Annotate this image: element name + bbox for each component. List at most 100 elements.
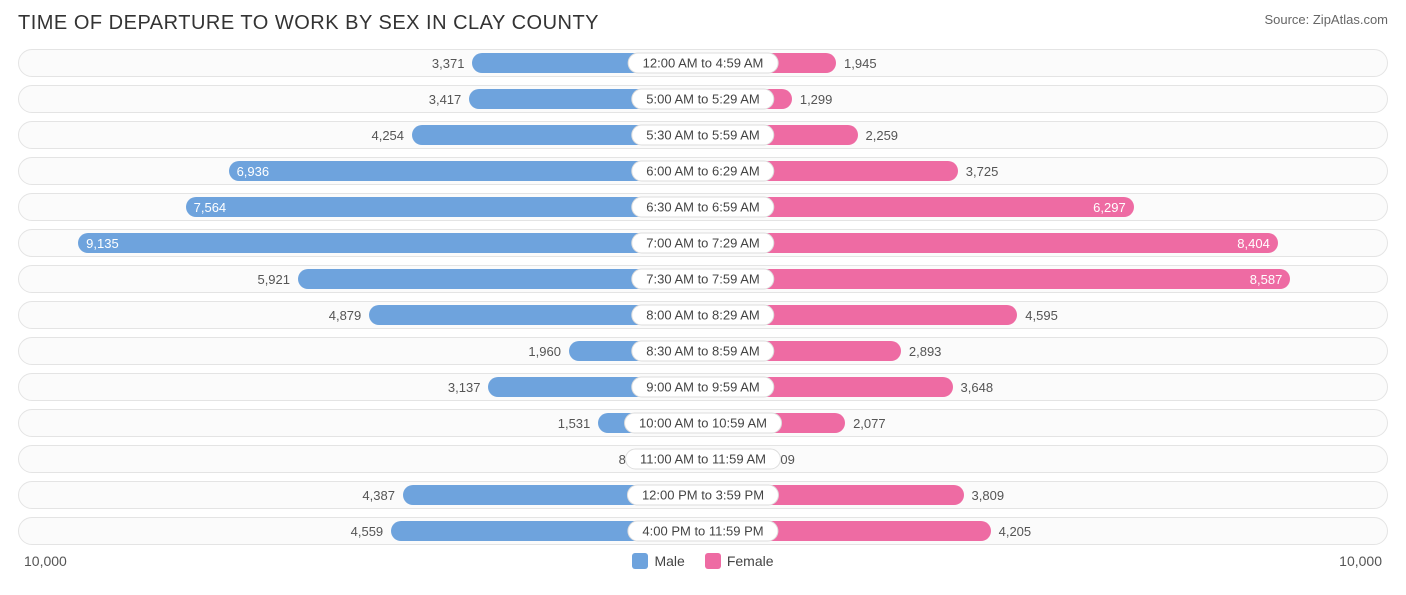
- female-half: 4,205: [703, 518, 1387, 544]
- category-label: 6:30 AM to 6:59 AM: [631, 197, 774, 218]
- female-half: 6,297: [703, 194, 1387, 220]
- legend-item: Female: [705, 553, 774, 569]
- chart-row: 3,417 1,299 5:00 AM to 5:29 AM: [18, 85, 1388, 113]
- male-value-label: 3,417: [429, 92, 462, 107]
- female-value-label: 2,077: [853, 416, 886, 431]
- category-label: 9:00 AM to 9:59 AM: [631, 377, 774, 398]
- chart-footer: 10,000 Male Female 10,000: [18, 553, 1388, 569]
- category-label: 8:30 AM to 8:59 AM: [631, 341, 774, 362]
- female-half: 2,893: [703, 338, 1387, 364]
- female-half: 1,945: [703, 50, 1387, 76]
- legend-label: Female: [727, 553, 774, 569]
- female-value-label: 4,205: [999, 524, 1032, 539]
- male-half: 5,921: [19, 266, 703, 292]
- female-value-label: 3,809: [972, 488, 1005, 503]
- male-value-label: 3,137: [448, 380, 481, 395]
- female-half: 2,259: [703, 122, 1387, 148]
- female-value-label: 8,587: [1250, 272, 1283, 287]
- male-half: 7,564: [19, 194, 703, 220]
- female-half: 3,648: [703, 374, 1387, 400]
- source-attribution: Source: ZipAtlas.com: [1264, 12, 1388, 27]
- category-label: 12:00 AM to 4:59 AM: [628, 53, 779, 74]
- female-half: 2,077: [703, 410, 1387, 436]
- male-half: 4,254: [19, 122, 703, 148]
- chart-row: 3,371 1,945 12:00 AM to 4:59 AM: [18, 49, 1388, 77]
- female-half: 909: [703, 446, 1387, 472]
- female-half: 4,595: [703, 302, 1387, 328]
- female-bar: 8,404: [703, 233, 1278, 253]
- male-half: 3,417: [19, 86, 703, 112]
- legend-swatch: [705, 553, 721, 569]
- category-label: 12:00 PM to 3:59 PM: [627, 485, 779, 506]
- female-half: 1,299: [703, 86, 1387, 112]
- female-value-label: 2,259: [866, 128, 899, 143]
- male-half: 4,879: [19, 302, 703, 328]
- chart-row: 7,564 6,297 6:30 AM to 6:59 AM: [18, 193, 1388, 221]
- chart-row: 1,960 2,893 8:30 AM to 8:59 AM: [18, 337, 1388, 365]
- male-value-label: 4,879: [329, 308, 362, 323]
- axis-max-left: 10,000: [24, 553, 67, 569]
- chart-row: 80090911:00 AM to 11:59 AM: [18, 445, 1388, 473]
- chart-title: TIME OF DEPARTURE TO WORK BY SEX IN CLAY…: [18, 12, 599, 35]
- legend-label: Male: [654, 553, 684, 569]
- axis-max-right: 10,000: [1339, 553, 1382, 569]
- male-half: 4,387: [19, 482, 703, 508]
- category-label: 7:00 AM to 7:29 AM: [631, 233, 774, 254]
- legend-swatch: [632, 553, 648, 569]
- male-half: 1,531: [19, 410, 703, 436]
- male-value-label: 7,564: [194, 200, 227, 215]
- female-value-label: 1,945: [844, 56, 877, 71]
- male-value-label: 1,531: [558, 416, 591, 431]
- female-value-label: 3,648: [961, 380, 994, 395]
- male-value-label: 9,135: [86, 236, 119, 251]
- male-bar: 9,135: [78, 233, 703, 253]
- category-label: 11:00 AM to 11:59 AM: [625, 449, 781, 470]
- female-bar: 8,587: [703, 269, 1290, 289]
- chart-row: 3,137 3,648 9:00 AM to 9:59 AM: [18, 373, 1388, 401]
- male-half: 1,960: [19, 338, 703, 364]
- male-value-label: 4,559: [351, 524, 384, 539]
- category-label: 7:30 AM to 7:59 AM: [631, 269, 774, 290]
- chart-row: 4,254 2,259 5:30 AM to 5:59 AM: [18, 121, 1388, 149]
- header: TIME OF DEPARTURE TO WORK BY SEX IN CLAY…: [18, 12, 1388, 35]
- legend: Male Female: [632, 553, 773, 569]
- male-half: 3,371: [19, 50, 703, 76]
- female-half: 3,809: [703, 482, 1387, 508]
- male-value-label: 5,921: [257, 272, 290, 287]
- chart-row: 5,921 8,587 7:30 AM to 7:59 AM: [18, 265, 1388, 293]
- chart-row: 4,879 4,595 8:00 AM to 8:29 AM: [18, 301, 1388, 329]
- male-half: 3,137: [19, 374, 703, 400]
- category-label: 10:00 AM to 10:59 AM: [624, 413, 782, 434]
- male-half: 9,135: [19, 230, 703, 256]
- legend-item: Male: [632, 553, 684, 569]
- female-value-label: 4,595: [1025, 308, 1058, 323]
- chart-row: 1,531 2,077 10:00 AM to 10:59 AM: [18, 409, 1388, 437]
- category-label: 8:00 AM to 8:29 AM: [631, 305, 774, 326]
- male-value-label: 3,371: [432, 56, 465, 71]
- male-value-label: 4,254: [371, 128, 404, 143]
- male-value-label: 1,960: [528, 344, 561, 359]
- chart-row: 6,936 3,725 6:00 AM to 6:29 AM: [18, 157, 1388, 185]
- category-label: 5:00 AM to 5:29 AM: [631, 89, 774, 110]
- male-value-label: 6,936: [237, 164, 270, 179]
- chart-row: 4,559 4,205 4:00 PM to 11:59 PM: [18, 517, 1388, 545]
- male-half: 6,936: [19, 158, 703, 184]
- female-value-label: 6,297: [1093, 200, 1126, 215]
- male-bar: 7,564: [186, 197, 703, 217]
- male-value-label: 4,387: [362, 488, 395, 503]
- female-half: 8,587: [703, 266, 1387, 292]
- category-label: 6:00 AM to 6:29 AM: [631, 161, 774, 182]
- female-half: 8,404: [703, 230, 1387, 256]
- chart-row: 4,387 3,809 12:00 PM to 3:59 PM: [18, 481, 1388, 509]
- female-value-label: 2,893: [909, 344, 942, 359]
- male-half: 800: [19, 446, 703, 472]
- chart-row: 9,135 8,404 7:00 AM to 7:29 AM: [18, 229, 1388, 257]
- female-value-label: 3,725: [966, 164, 999, 179]
- female-value-label: 8,404: [1237, 236, 1270, 251]
- female-value-label: 1,299: [800, 92, 833, 107]
- category-label: 4:00 PM to 11:59 PM: [627, 521, 778, 542]
- female-half: 3,725: [703, 158, 1387, 184]
- male-half: 4,559: [19, 518, 703, 544]
- chart-area: 3,371 1,945 12:00 AM to 4:59 AM 3,417 1,299 5…: [18, 49, 1388, 545]
- category-label: 5:30 AM to 5:59 AM: [631, 125, 774, 146]
